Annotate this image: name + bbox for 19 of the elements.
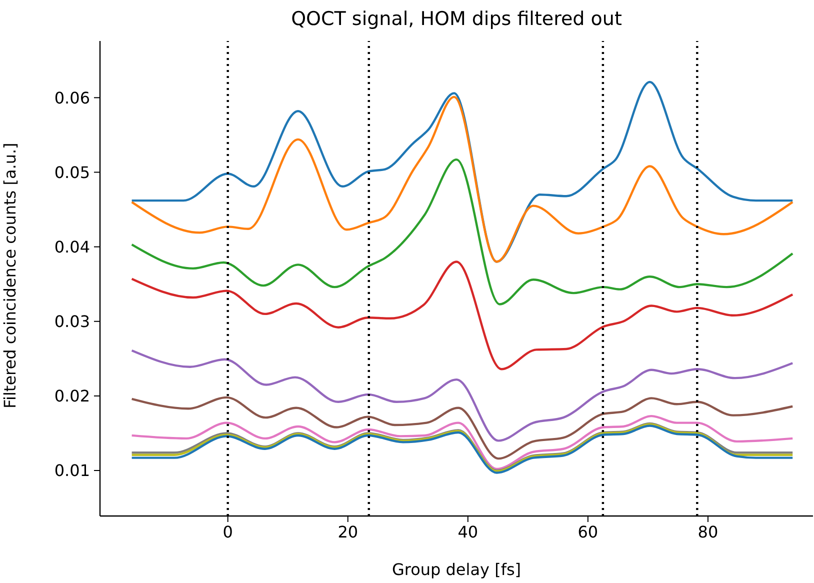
- line-series: [130, 349, 794, 442]
- y-tick-label: 0.01: [54, 461, 90, 480]
- chart-title: QOCT signal, HOM dips filtered out: [290, 8, 623, 30]
- x-tick-label: 40: [458, 522, 478, 542]
- x-axis-title: Group delay [fs]: [392, 560, 522, 579]
- line-series: [130, 158, 794, 306]
- line-series: [130, 414, 794, 470]
- x-tick-label: 80: [698, 522, 718, 542]
- x-tick-label: 20: [338, 522, 358, 542]
- y-tick-label: 0.02: [54, 386, 90, 406]
- y-tick-label: 0.03: [54, 312, 90, 332]
- line-series: [130, 396, 794, 460]
- y-tick-label: 0.06: [54, 88, 90, 108]
- y-tick-label: 0.05: [54, 162, 90, 182]
- x-tick-label: 0: [222, 522, 233, 542]
- line-series: [130, 260, 794, 370]
- y-tick-label: 0.04: [54, 237, 90, 256]
- y-axis-title: Filtered coincidence counts [a.u.]: [0, 142, 20, 408]
- x-tick-label: 60: [578, 522, 598, 542]
